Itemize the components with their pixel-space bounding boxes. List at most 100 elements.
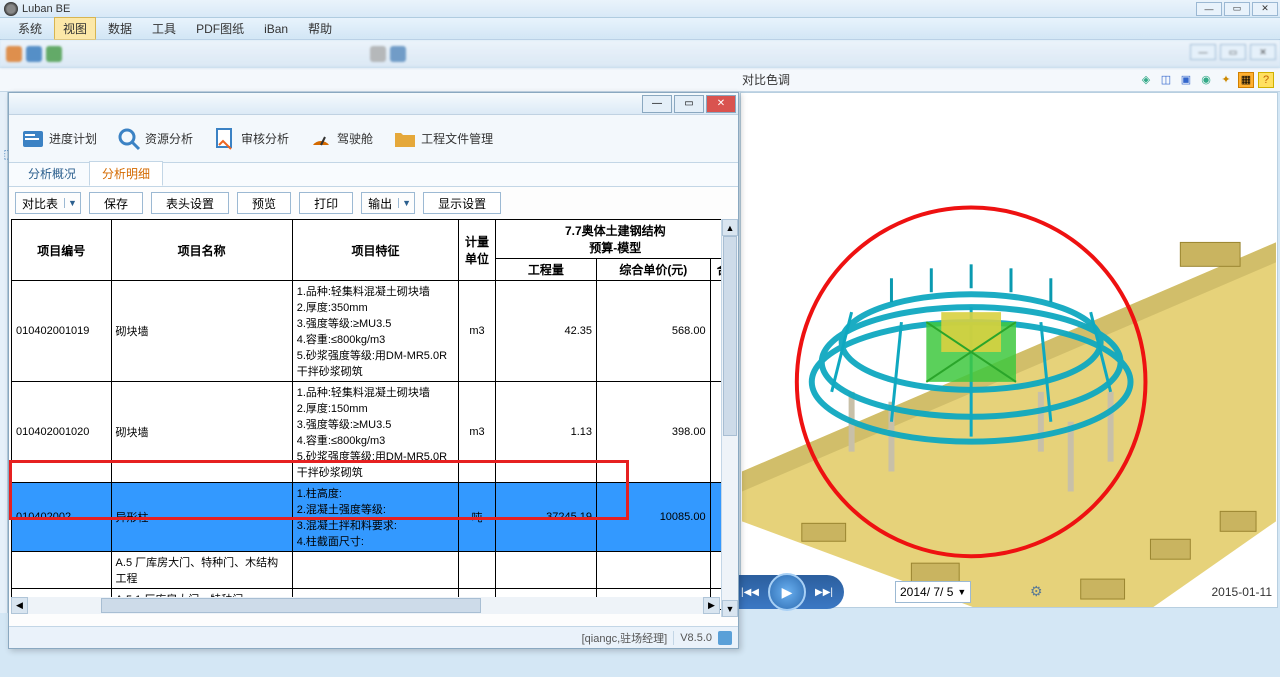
btn-header-settings[interactable]: 表头设置 <box>151 192 229 214</box>
dialog-toolbar: 进度计划 资源分析 审核分析 驾驶舱 工程文件管理 <box>9 115 738 163</box>
btn-preview[interactable]: 预览 <box>237 192 291 214</box>
chevron-down-icon: ▼ <box>957 587 966 597</box>
menu-pdf[interactable]: PDF图纸 <box>188 18 252 39</box>
col-qty: 工程量 <box>495 259 596 281</box>
timeline-end-date: 2015-01-11 <box>1212 585 1273 599</box>
combo-compare-table[interactable]: 对比表▼ <box>15 192 81 214</box>
scrollbar-vertical[interactable]: ▲ ▼ <box>721 219 738 617</box>
status-user: [qiangc,驻场经理] <box>582 630 668 646</box>
scrollbar-horizontal[interactable]: ◀ ▶ <box>11 597 720 614</box>
col-name: 项目名称 <box>111 220 292 281</box>
chevron-down-icon: ▼ <box>64 198 80 208</box>
next-button[interactable]: ▶▶| <box>810 578 838 606</box>
table-row[interactable]: A.5 厂库房大门、特种门、木结构工程 <box>12 552 736 589</box>
table-cell: 1.品种:轻集料混凝土砌块墙 2.厚度:150mm 3.强度等级:≥MU3.5 … <box>292 382 459 483</box>
scroll-right-icon[interactable]: ▶ <box>703 597 720 614</box>
btn-file-manage[interactable]: 工程文件管理 <box>385 123 501 155</box>
table-cell: 37245.19 <box>495 483 596 552</box>
tool-icon[interactable]: ✦ <box>1218 72 1234 88</box>
btn-resource-analysis[interactable]: 资源分析 <box>109 123 201 155</box>
box-icon[interactable]: ▣ <box>1178 72 1194 88</box>
menu-iban[interactable]: iBan <box>256 20 296 38</box>
table-cell <box>459 552 495 589</box>
table-cell: 010402001019 <box>12 281 112 382</box>
btn-audit-analysis[interactable]: 审核分析 <box>205 123 297 155</box>
scroll-thumb-v[interactable] <box>723 236 737 436</box>
prev-button[interactable]: |◀◀ <box>736 578 764 606</box>
table-cell <box>597 552 711 589</box>
btn-cockpit[interactable]: 驾驶舱 <box>301 123 381 155</box>
status-version: V8.5.0 <box>680 632 712 644</box>
btn-file-manage-label: 工程文件管理 <box>421 130 493 147</box>
btn-print[interactable]: 打印 <box>299 192 353 214</box>
tab-detail[interactable]: 分析明细 <box>89 161 163 186</box>
scroll-left-icon[interactable]: ◀ <box>11 597 28 614</box>
analysis-dialog: — ▭ ✕ 进度计划 资源分析 审核分析 驾驶舱 工程文件管理 分析概况 分析明… <box>8 92 739 649</box>
table-cell: 010402001020 <box>12 382 112 483</box>
dialog-minimize-button[interactable]: — <box>642 95 672 113</box>
chevron-down-icon: ▼ <box>398 198 414 208</box>
bg-maximize-button[interactable]: ▭ <box>1220 44 1246 60</box>
table-cell: 42.35 <box>495 281 596 382</box>
table-cell: 1.13 <box>495 382 596 483</box>
maximize-button[interactable]: ▭ <box>1224 2 1250 16</box>
combo-label: 对比表 <box>16 195 64 212</box>
minimize-button[interactable]: — <box>1196 2 1222 16</box>
bg-close-button[interactable]: ✕ <box>1250 44 1276 60</box>
close-button[interactable]: ✕ <box>1252 2 1278 16</box>
table-cell: 010402002 <box>12 483 112 552</box>
nav-icon[interactable]: ◈ <box>1138 72 1154 88</box>
menu-view[interactable]: 视图 <box>54 17 96 40</box>
3d-viewport[interactable] <box>740 92 1278 608</box>
play-button[interactable]: ▶ <box>768 573 806 611</box>
table-row[interactable]: 010402001019砌块墙1.品种:轻集料混凝土砌块墙 2.厚度:350mm… <box>12 281 736 382</box>
btn-audit-analysis-label: 审核分析 <box>241 130 289 147</box>
table-cell: 砌块墙 <box>111 281 292 382</box>
app-icon <box>4 2 18 16</box>
globe-icon[interactable]: ◉ <box>1198 72 1214 88</box>
table-cell: 吨 <box>459 483 495 552</box>
window-controls: — ▭ ✕ <box>1196 2 1280 16</box>
table-cell <box>292 552 459 589</box>
cube-icon[interactable]: ◫ <box>1158 72 1174 88</box>
col-id: 项目编号 <box>12 220 112 281</box>
col-group: 7.7奥体土建钢结构 预算-模型 <box>495 220 735 259</box>
dialog-maximize-button[interactable]: ▭ <box>674 95 704 113</box>
settings-icon[interactable]: ⚙ <box>1030 583 1048 601</box>
btn-cockpit-label: 驾驶舱 <box>337 130 373 147</box>
scroll-thumb-h[interactable] <box>101 598 481 613</box>
table-row[interactable]: 010402001020砌块墙1.品种:轻集料混凝土砌块墙 2.厚度:150mm… <box>12 382 736 483</box>
dialog-close-button[interactable]: ✕ <box>706 95 736 113</box>
date-picker[interactable]: 2014/ 7/ 5 ▼ <box>895 581 971 603</box>
table-cell <box>495 552 596 589</box>
table-cell: 10085.00 <box>597 483 711 552</box>
btn-save[interactable]: 保存 <box>89 192 143 214</box>
scroll-down-icon[interactable]: ▼ <box>722 600 738 617</box>
btn-export[interactable]: 输出▼ <box>361 192 415 214</box>
table-cell: 异形柱 <box>111 483 292 552</box>
bg-minimize-button[interactable]: — <box>1190 44 1216 60</box>
menu-help[interactable]: 帮助 <box>300 18 340 39</box>
menu-system[interactable]: 系统 <box>10 18 50 39</box>
dialog-tabs: 分析概况 分析明细 <box>9 163 738 187</box>
compare-label: 对比色调 <box>742 71 790 88</box>
info-icon[interactable]: ? <box>1258 72 1274 88</box>
background-toolbar: — ▭ ✕ <box>0 40 1280 68</box>
menu-data[interactable]: 数据 <box>100 18 140 39</box>
status-3d-icon <box>718 631 732 645</box>
scroll-up-icon[interactable]: ▲ <box>722 219 738 236</box>
tab-overview[interactable]: 分析概况 <box>15 161 89 186</box>
btn-progress-plan[interactable]: 进度计划 <box>13 123 105 155</box>
highlight-icon[interactable]: ▦ <box>1238 72 1254 88</box>
btn-display-settings[interactable]: 显示设置 <box>423 192 501 214</box>
table-row[interactable]: 010402002异形柱1.柱高度: 2.混凝土强度等级: 3.混凝土拌和料要求… <box>12 483 736 552</box>
table-cell: 1.品种:轻集料混凝土砌块墙 2.厚度:350mm 3.强度等级:≥MU3.5 … <box>292 281 459 382</box>
col-price: 综合单价(元) <box>597 259 711 281</box>
table-cell: 568.00 <box>597 281 711 382</box>
app-title: Luban BE <box>22 3 70 15</box>
menu-tools[interactable]: 工具 <box>144 18 184 39</box>
title-bar: Luban BE — ▭ ✕ <box>0 0 1280 18</box>
table-cell <box>12 552 112 589</box>
dialog-statusbar: [qiangc,驻场经理] V8.5.0 <box>9 626 738 648</box>
table-cell: 1.柱高度: 2.混凝土强度等级: 3.混凝土拌和料要求: 4.柱截面尺寸: <box>292 483 459 552</box>
